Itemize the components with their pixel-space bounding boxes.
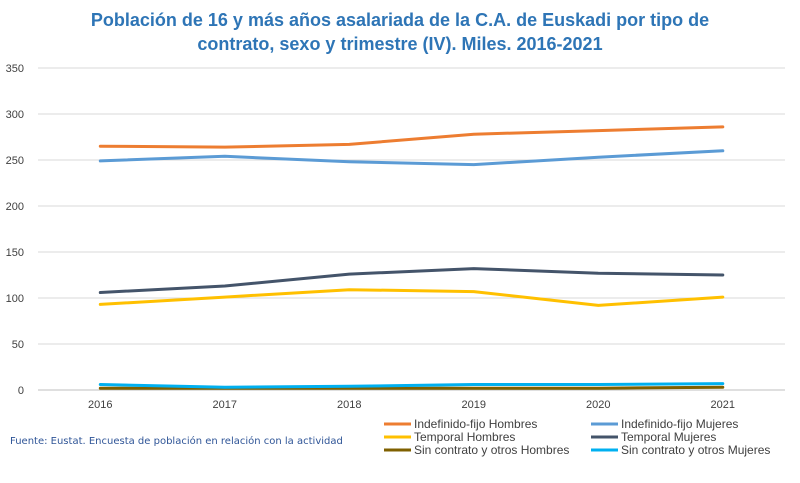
x-tick-label: 2016 xyxy=(88,399,112,411)
legend-label-indefinido-fijo-mujeres: Indefinido-fijo Mujeres xyxy=(621,417,738,431)
x-tick-label: 2021 xyxy=(711,399,735,411)
y-tick-label: 0 xyxy=(18,385,24,397)
x-axis-ticks: 2016 2017 2018 2019 2020 2021 xyxy=(88,399,735,411)
chart-title-line-1: Población de 16 y más años asalariada de… xyxy=(91,10,709,30)
chart-title-line-2: contrato, sexo y trimestre (IV). Miles. … xyxy=(197,34,602,54)
y-tick-label: 150 xyxy=(6,247,24,259)
x-tick-label: 2017 xyxy=(213,399,237,411)
legend-label-temporal-mujeres: Temporal Mujeres xyxy=(621,430,716,444)
y-tick-label: 350 xyxy=(6,63,24,75)
series-line-temporal-mujeres xyxy=(98,267,725,294)
y-axis-ticks: 0 50 100 150 200 250 300 350 xyxy=(6,63,24,397)
source-note: Fuente: Eustat. Encuesta de población en… xyxy=(10,435,343,447)
x-tick-label: 2019 xyxy=(462,399,486,411)
legend: Indefinido-fijo Hombres Indefinido-fijo M… xyxy=(384,417,770,457)
x-tick-label: 2020 xyxy=(586,399,610,411)
legend-label-temporal-hombres: Temporal Hombres xyxy=(414,430,515,444)
series-line-indefinido-fijo-mujeres xyxy=(98,149,725,167)
gridlines xyxy=(38,67,785,391)
y-tick-label: 300 xyxy=(6,109,24,121)
series-line-indefinido-fijo-hombres xyxy=(98,125,725,149)
series-lines xyxy=(98,125,725,390)
y-tick-label: 50 xyxy=(12,339,24,351)
series-line-temporal-hombres xyxy=(98,288,725,307)
y-tick-label: 250 xyxy=(6,155,24,167)
series-line-sin-contrato-y-otros-mujeres xyxy=(98,382,725,389)
legend-label-indefinido-fijo-hombres: Indefinido-fijo Hombres xyxy=(414,417,537,431)
legend-label-sin-contrato-y-otros-mujeres: Sin contrato y otros Mujeres xyxy=(621,443,770,457)
y-tick-label: 200 xyxy=(6,201,24,213)
x-tick-label: 2018 xyxy=(337,399,361,411)
y-tick-label: 100 xyxy=(6,293,24,305)
legend-label-sin-contrato-y-otros-hombres: Sin contrato y otros Hombres xyxy=(414,443,569,457)
